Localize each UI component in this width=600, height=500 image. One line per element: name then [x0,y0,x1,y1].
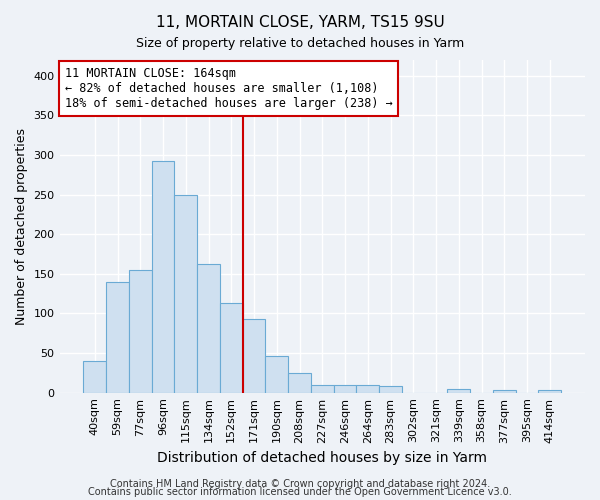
Bar [152,162,175,392]
Bar [175,194,197,392]
Bar [220,303,242,392]
Y-axis label: Number of detached properties: Number of detached properties [15,128,28,325]
Bar [356,385,379,392]
Bar [334,385,356,392]
Bar [197,264,220,392]
Text: 11 MORTAIN CLOSE: 164sqm
← 82% of detached houses are smaller (1,108)
18% of sem: 11 MORTAIN CLOSE: 164sqm ← 82% of detach… [65,66,392,110]
Bar [106,282,129,393]
Bar [265,356,288,393]
Text: Contains public sector information licensed under the Open Government Licence v3: Contains public sector information licen… [88,487,512,497]
Bar [288,373,311,392]
Bar [379,386,402,392]
Text: Size of property relative to detached houses in Yarm: Size of property relative to detached ho… [136,38,464,51]
Text: 11, MORTAIN CLOSE, YARM, TS15 9SU: 11, MORTAIN CLOSE, YARM, TS15 9SU [155,15,445,30]
Text: Contains HM Land Registry data © Crown copyright and database right 2024.: Contains HM Land Registry data © Crown c… [110,479,490,489]
Bar [242,319,265,392]
Bar [448,388,470,392]
Bar [311,385,334,392]
Bar [493,390,515,392]
Bar [83,361,106,392]
Bar [129,270,152,392]
X-axis label: Distribution of detached houses by size in Yarm: Distribution of detached houses by size … [157,451,487,465]
Bar [538,390,561,392]
